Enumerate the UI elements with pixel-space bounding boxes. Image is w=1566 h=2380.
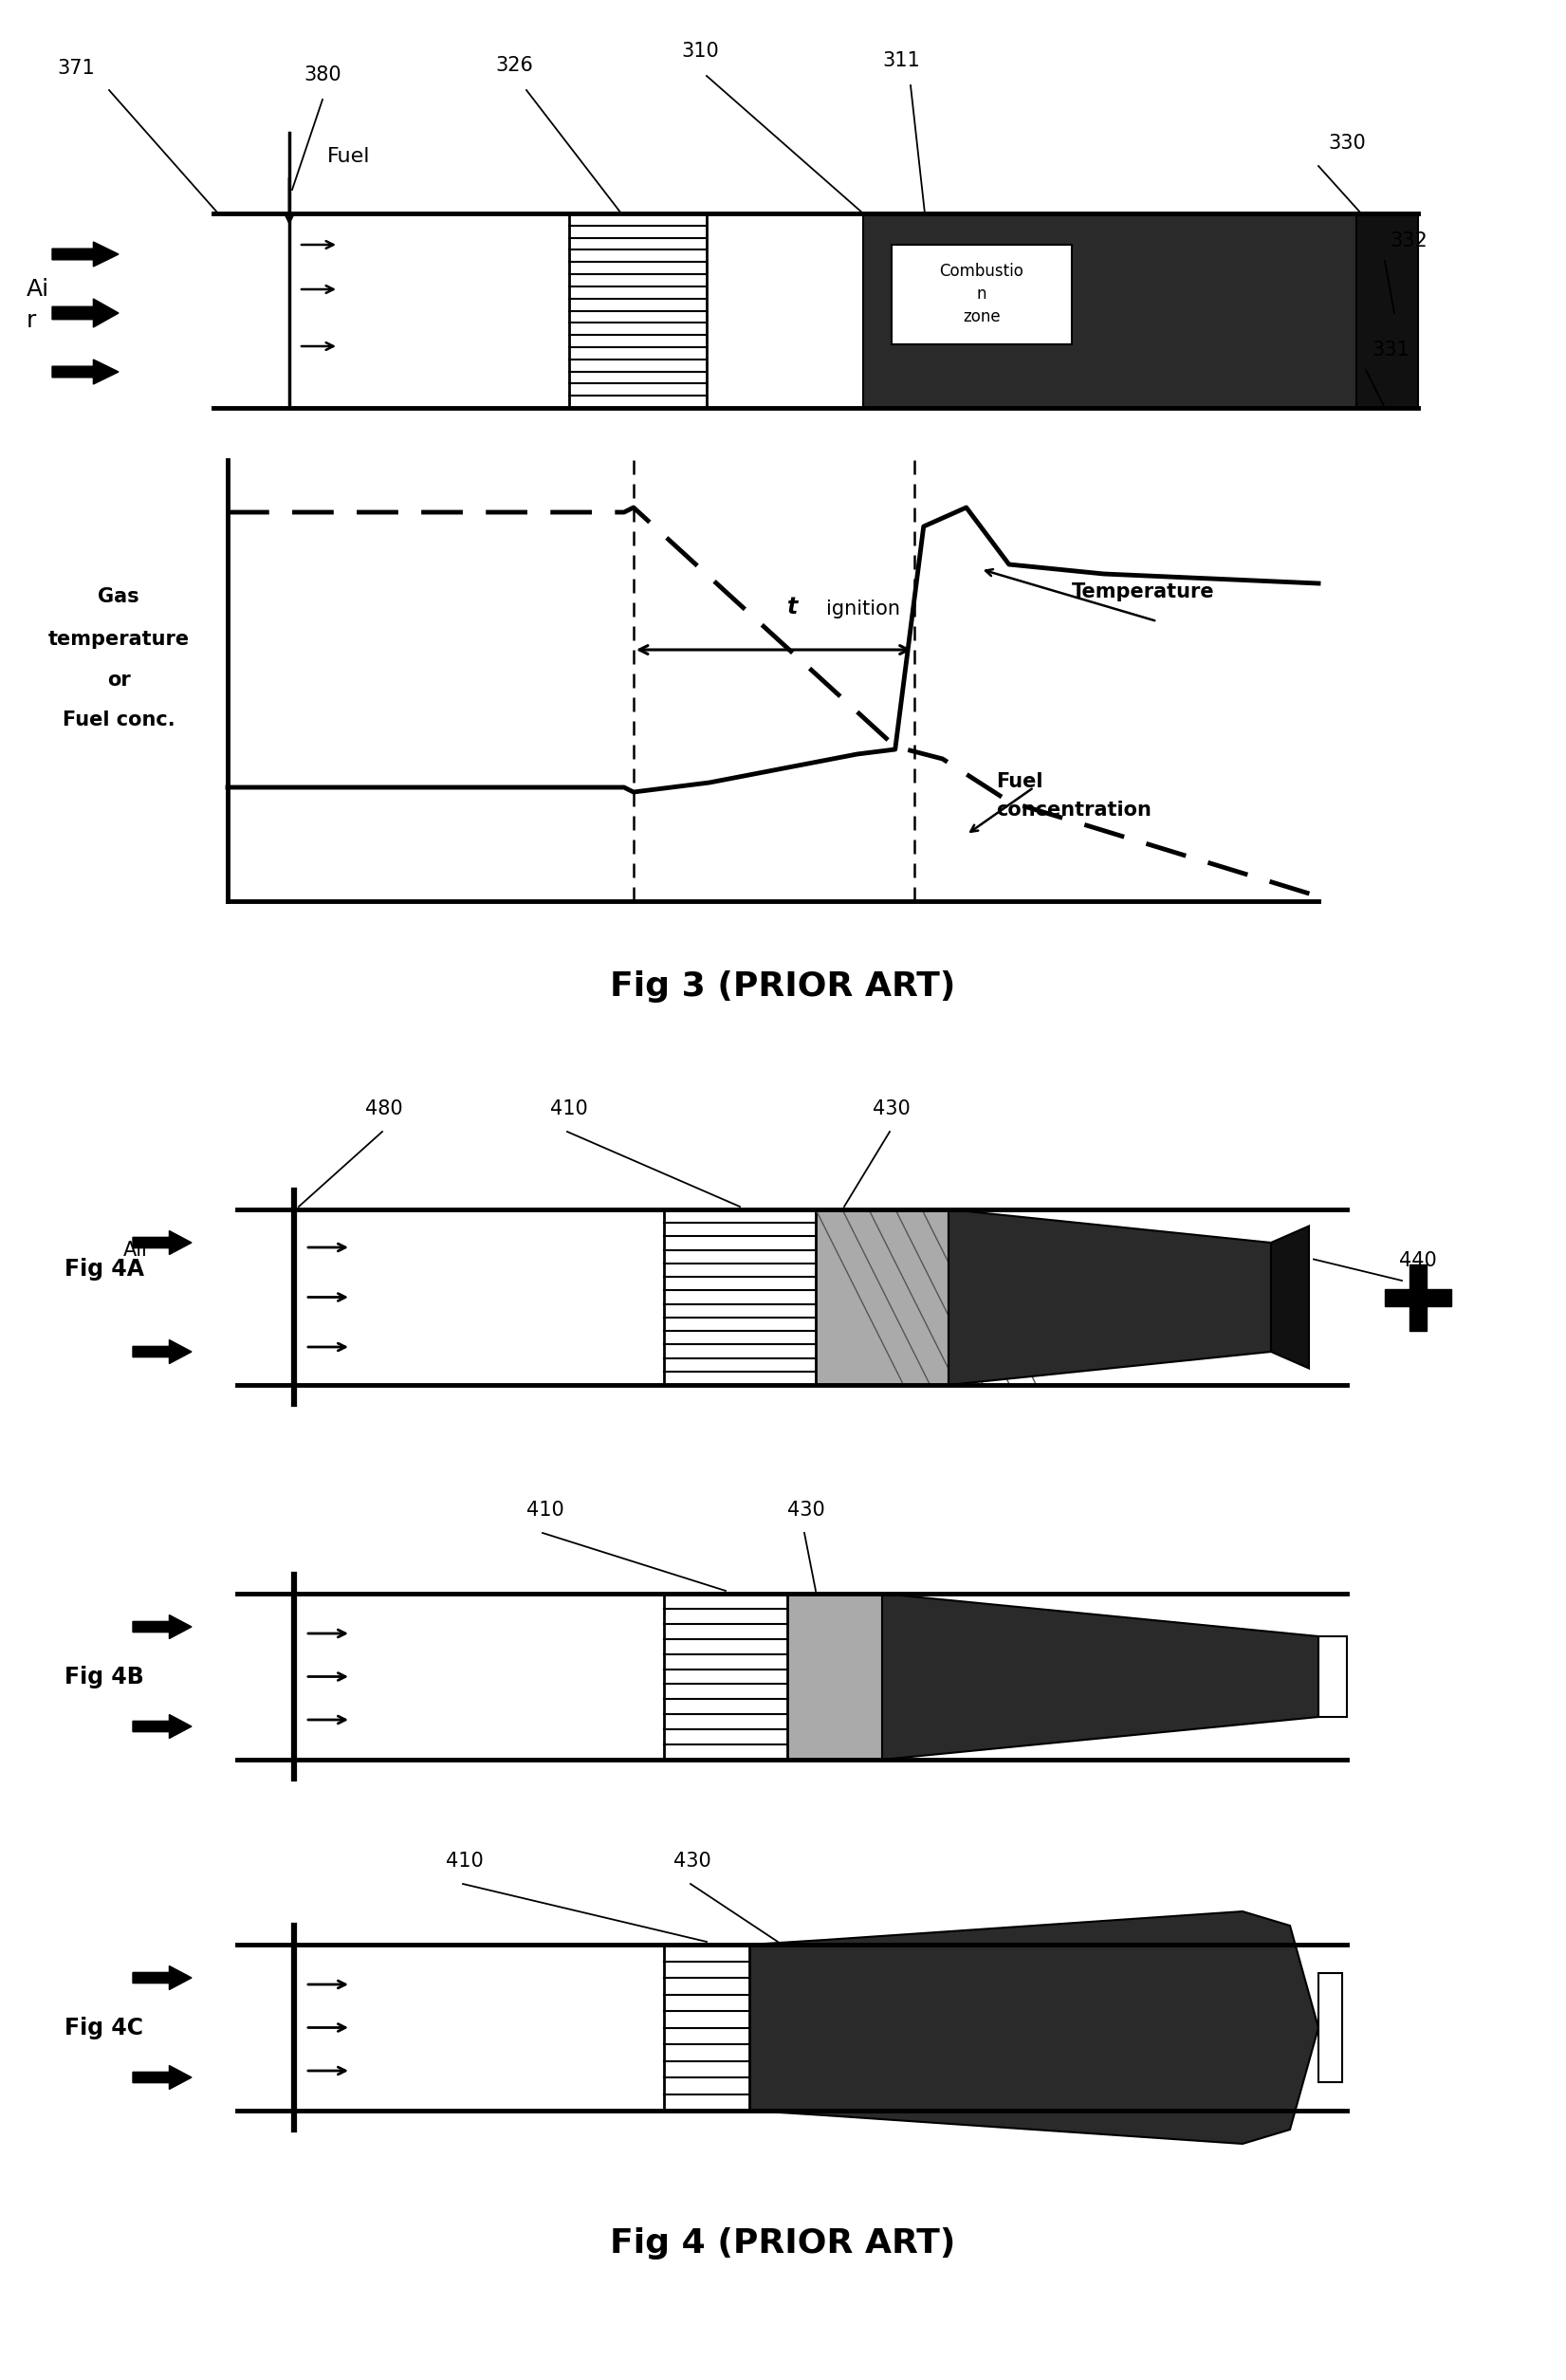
Text: 480: 480 — [365, 1100, 402, 1119]
Text: Fuel conc.: Fuel conc. — [63, 712, 175, 728]
Text: Fig 3 (PRIOR ART): Fig 3 (PRIOR ART) — [609, 971, 955, 1002]
Polygon shape — [133, 1714, 191, 1737]
Text: t: t — [788, 595, 799, 619]
Text: concentration: concentration — [996, 800, 1151, 819]
Polygon shape — [52, 243, 119, 267]
Bar — [568, 214, 706, 407]
Bar — [664, 1595, 788, 1759]
Text: n: n — [977, 286, 987, 302]
Bar — [1384, 1288, 1452, 1307]
Text: 311: 311 — [882, 52, 919, 69]
Text: Fuel: Fuel — [996, 771, 1043, 790]
Text: 330: 330 — [1328, 133, 1366, 152]
Text: 430: 430 — [788, 1502, 825, 1521]
Text: Ai: Ai — [27, 278, 50, 300]
Bar — [664, 1944, 749, 2111]
Text: 371: 371 — [56, 60, 94, 79]
Polygon shape — [133, 1230, 191, 1254]
Text: Fig 4 (PRIOR ART): Fig 4 (PRIOR ART) — [609, 2228, 955, 2259]
Bar — [1356, 214, 1419, 407]
Text: Temperature: Temperature — [1071, 583, 1215, 602]
Text: Air: Air — [124, 1240, 150, 1259]
Polygon shape — [133, 1616, 191, 1640]
Bar — [863, 214, 1356, 407]
Polygon shape — [749, 1911, 1319, 2144]
Bar — [891, 245, 1071, 345]
Text: Fuel: Fuel — [327, 148, 371, 167]
Polygon shape — [949, 1209, 1272, 1385]
Bar — [1319, 1973, 1342, 2082]
Text: ignition: ignition — [825, 600, 900, 619]
Text: 310: 310 — [681, 43, 719, 62]
Text: Gas: Gas — [99, 588, 139, 607]
Text: 430: 430 — [673, 1852, 711, 1871]
Text: zone: zone — [963, 309, 1001, 326]
Text: 410: 410 — [550, 1100, 587, 1119]
Text: 440: 440 — [1398, 1252, 1436, 1271]
Text: 331: 331 — [1372, 340, 1409, 359]
Polygon shape — [133, 1340, 191, 1364]
Text: 410: 410 — [526, 1502, 564, 1521]
Polygon shape — [133, 2066, 191, 2090]
Polygon shape — [133, 1966, 191, 1990]
Text: or: or — [106, 671, 130, 690]
Text: Fig 4A: Fig 4A — [64, 1257, 144, 1280]
Bar — [816, 1209, 949, 1385]
Text: 332: 332 — [1389, 231, 1427, 250]
Text: Fig 4B: Fig 4B — [64, 1666, 144, 1687]
Text: 430: 430 — [872, 1100, 910, 1119]
Text: 326: 326 — [495, 57, 532, 74]
Text: Fig 4C: Fig 4C — [64, 2016, 143, 2040]
Text: 410: 410 — [446, 1852, 484, 1871]
Text: temperature: temperature — [49, 631, 189, 650]
Bar — [664, 1209, 816, 1385]
Bar — [1409, 1264, 1427, 1330]
Polygon shape — [52, 359, 119, 383]
Bar — [788, 1595, 882, 1759]
Polygon shape — [1272, 1226, 1309, 1368]
Text: r: r — [27, 309, 36, 331]
Bar — [1319, 1637, 1347, 1716]
Polygon shape — [52, 300, 119, 328]
Polygon shape — [882, 1595, 1319, 1759]
Text: Combustio: Combustio — [940, 262, 1024, 281]
Text: 380: 380 — [304, 67, 341, 83]
